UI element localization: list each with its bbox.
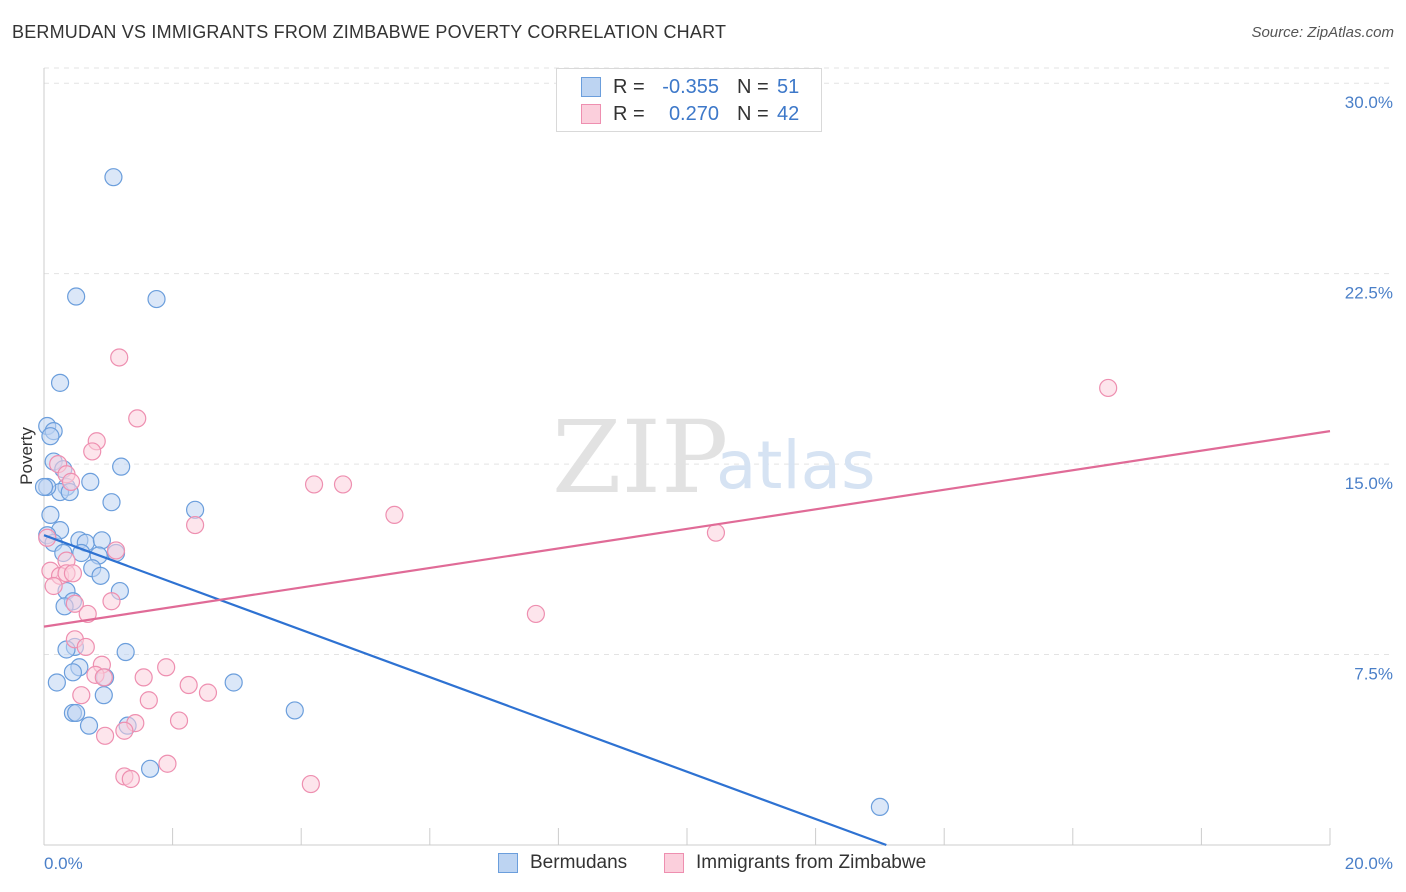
data-point [147, 289, 166, 309]
series-immigrants-from-zimbabwe [38, 348, 1118, 794]
grid-lines [44, 67, 1392, 656]
data-point [41, 505, 60, 525]
data-point [333, 475, 353, 494]
data-point [91, 566, 110, 585]
legend-n-label: N = [737, 75, 769, 98]
data-point [139, 691, 158, 710]
x-tick-label: 20.0% [1345, 854, 1393, 873]
data-point [112, 457, 131, 476]
legend-r-value: 0.270 [668, 102, 719, 125]
data-point [47, 673, 66, 692]
data-point [158, 754, 177, 773]
data-point [41, 427, 60, 446]
legend-row-bermudans: R = -0.355 N = 51 [581, 74, 799, 100]
bottom-legend: Bermudans Immigrants from Zimbabwe [0, 852, 1406, 876]
legend-r-label: R = [613, 75, 645, 98]
data-point [128, 409, 147, 428]
data-point [83, 442, 102, 461]
legend-n-label: N = [737, 102, 769, 125]
data-point [76, 637, 95, 657]
trend-line [43, 534, 887, 847]
bottom-legend-swatch-bermudans [498, 853, 518, 873]
data-point [121, 769, 140, 789]
data-point [78, 604, 97, 624]
legend-swatch-bermudans [581, 77, 601, 97]
data-point [301, 774, 320, 794]
data-point [38, 528, 57, 547]
data-point [65, 594, 84, 613]
data-point [63, 564, 83, 583]
data-point [79, 716, 99, 735]
data-point [157, 658, 176, 677]
data-point [304, 475, 324, 494]
data-point [115, 721, 134, 740]
data-point [526, 604, 545, 624]
trend-lines [43, 430, 1331, 847]
data-point [110, 348, 129, 367]
legend-r-label: R = [613, 102, 645, 125]
data-point [44, 576, 63, 596]
data-point [67, 703, 86, 723]
data-point [169, 711, 189, 730]
data-point [72, 686, 91, 705]
data-point [870, 797, 890, 817]
legend-row-zimbabwe: R = 0.270 N = 42 [581, 101, 799, 127]
legend: R = -0.355 N = 51 R = 0.270 N = 42 [556, 68, 822, 132]
y-tick-label: 22.5% [1345, 284, 1393, 303]
data-point [198, 683, 218, 702]
y-axis-label: Poverty [17, 427, 36, 485]
chart-title: BERMUDAN VS IMMIGRANTS FROM ZIMBABWE POV… [12, 22, 727, 42]
data-point [179, 675, 198, 695]
trend-line [43, 430, 1331, 628]
data-point [81, 472, 100, 491]
y-tick-label: 30.0% [1345, 93, 1393, 112]
data-point [61, 472, 81, 491]
data-point [92, 531, 111, 550]
bottom-legend-label: Bermudans [530, 852, 628, 873]
data-point [94, 686, 113, 705]
data-point [106, 541, 126, 560]
data-point [186, 515, 205, 535]
axes [43, 68, 1331, 846]
source-label: Source: ZipAtlas.com [1251, 24, 1394, 41]
x-tick-label: 0.0% [44, 854, 83, 873]
watermark-atlas: atlas [716, 427, 876, 504]
data-point [140, 759, 160, 778]
y-tick-label: 15.0% [1345, 474, 1393, 493]
watermark-zip: ZIP [552, 399, 728, 516]
data-point [134, 668, 153, 687]
data-point [102, 493, 121, 512]
data-point [385, 505, 404, 525]
data-point [706, 523, 726, 542]
legend-swatch-zimbabwe [581, 104, 601, 124]
data-point [63, 663, 83, 682]
data-point [67, 287, 86, 306]
data-point [50, 373, 70, 392]
data-point [102, 592, 121, 611]
bottom-legend-zimbabwe: Immigrants from Zimbabwe [664, 852, 926, 874]
legend-r-value: -0.355 [662, 75, 719, 98]
data-point [224, 673, 243, 692]
data-point [104, 168, 123, 187]
tick-labels: 7.5% 15.0% 22.5% 30.0% 0.0% 20.0% [44, 93, 1393, 873]
data-point [95, 726, 115, 745]
legend-n-value: 51 [777, 75, 800, 98]
data-point [34, 477, 54, 497]
bottom-legend-label: Immigrants from Zimbabwe [696, 852, 927, 873]
bottom-legend-swatch-zimbabwe [664, 853, 684, 873]
legend-n-value: 42 [777, 102, 800, 125]
data-point [186, 500, 205, 519]
data-point [94, 668, 113, 687]
bottom-legend-bermudans: Bermudans [498, 852, 627, 874]
data-point [285, 701, 304, 720]
data-point [1099, 378, 1118, 398]
data-point [116, 642, 135, 662]
y-tick-label: 7.5% [1354, 665, 1393, 684]
